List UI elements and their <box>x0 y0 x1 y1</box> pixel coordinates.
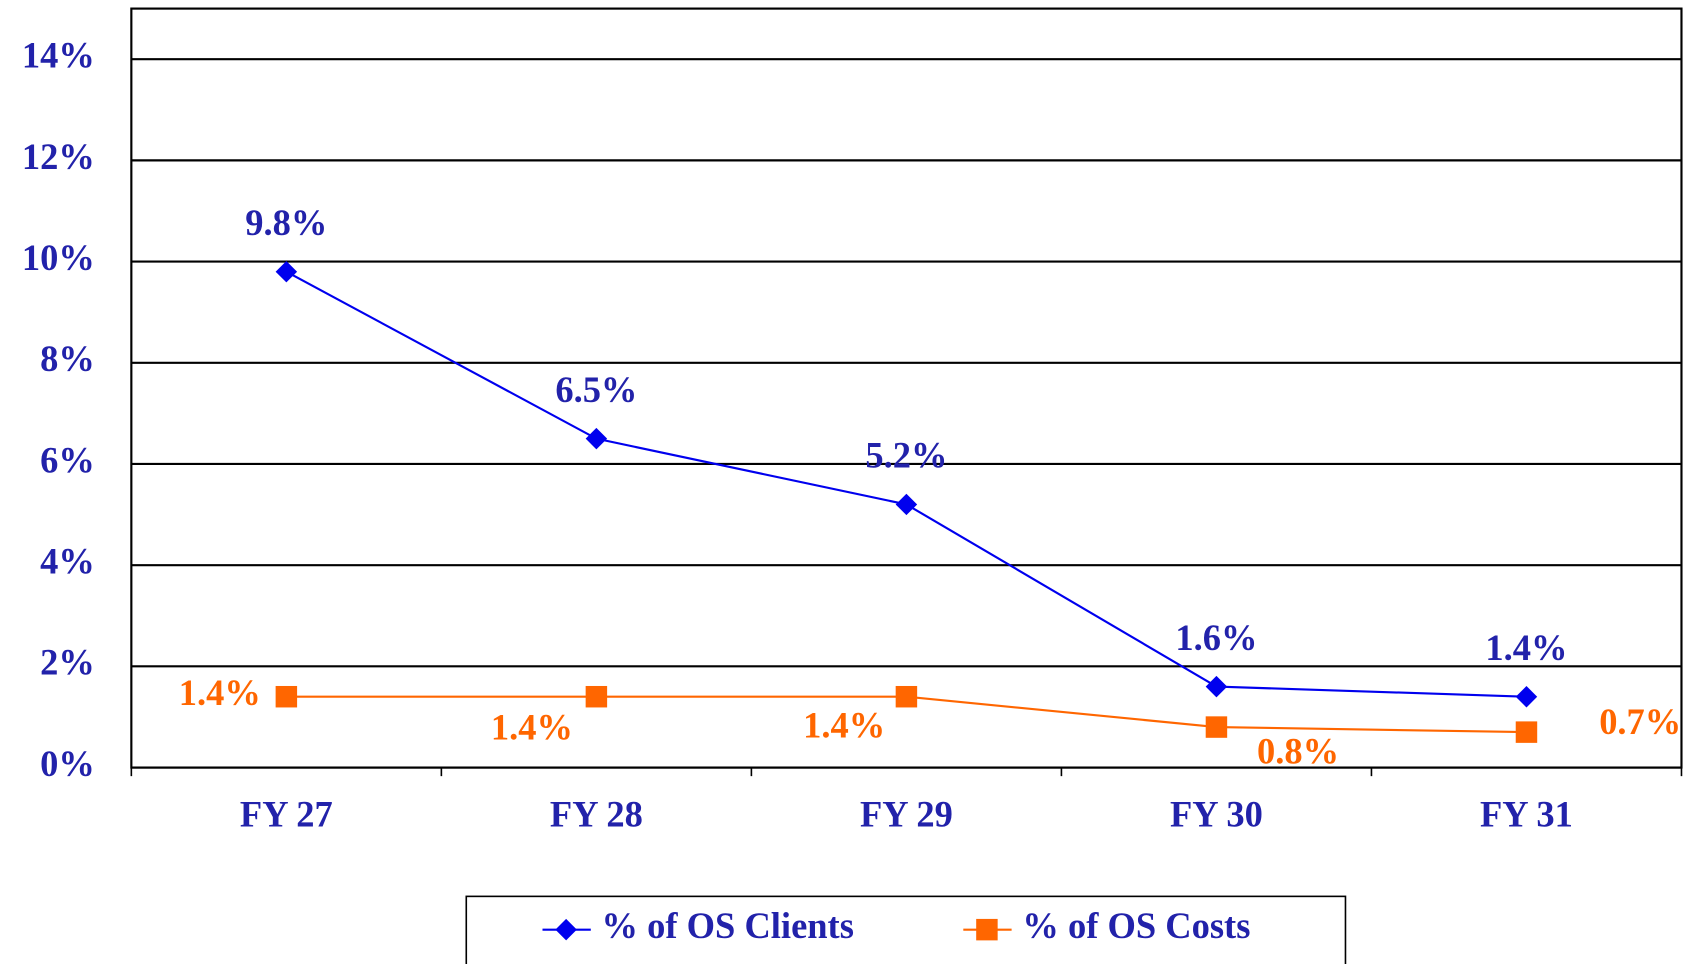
y-tick-label: 2% <box>40 642 95 683</box>
legend-label: % of OS Clients <box>602 905 854 946</box>
point <box>1515 721 1538 743</box>
point <box>275 685 298 708</box>
point <box>1205 716 1228 738</box>
data-label: 0.7% <box>1599 701 1681 742</box>
legend-marker <box>555 918 577 941</box>
x-tick-label: FY 29 <box>860 793 953 834</box>
point <box>585 685 608 708</box>
point <box>895 685 918 708</box>
point <box>1515 685 1538 708</box>
y-tick-label: 14% <box>22 35 95 76</box>
point <box>275 260 298 283</box>
data-label: 1.4% <box>803 704 885 745</box>
plot-frame <box>130 7 1683 769</box>
x-tick-label: FY 27 <box>240 793 333 834</box>
data-label: 9.8% <box>245 202 327 243</box>
y-tick-label: 0% <box>40 743 95 784</box>
x-tick-label: FY 31 <box>1480 793 1573 834</box>
point <box>1205 675 1228 698</box>
y-tick-label: 6% <box>40 439 95 480</box>
point <box>585 427 608 450</box>
legend-marker <box>976 918 998 941</box>
point <box>895 493 918 516</box>
legend-label: % of OS Costs <box>1022 905 1250 946</box>
data-label: 1.4% <box>491 706 573 747</box>
data-label: 5.2% <box>865 435 947 476</box>
x-tick-label: FY 28 <box>550 793 643 834</box>
y-tick-label: 4% <box>40 541 95 582</box>
legend-box <box>465 895 1347 964</box>
data-label: 1.6% <box>1175 617 1257 658</box>
data-label: 0.8% <box>1257 730 1339 771</box>
data-label: 1.4% <box>179 672 261 713</box>
series-line <box>285 270 1527 698</box>
y-tick-label: 12% <box>22 136 95 177</box>
y-tick-label: 8% <box>40 338 95 379</box>
x-tick-label: FY 30 <box>1170 793 1263 834</box>
data-label: 1.4% <box>1485 627 1567 668</box>
y-tick-label: 10% <box>22 237 95 278</box>
data-label: 6.5% <box>555 369 637 410</box>
